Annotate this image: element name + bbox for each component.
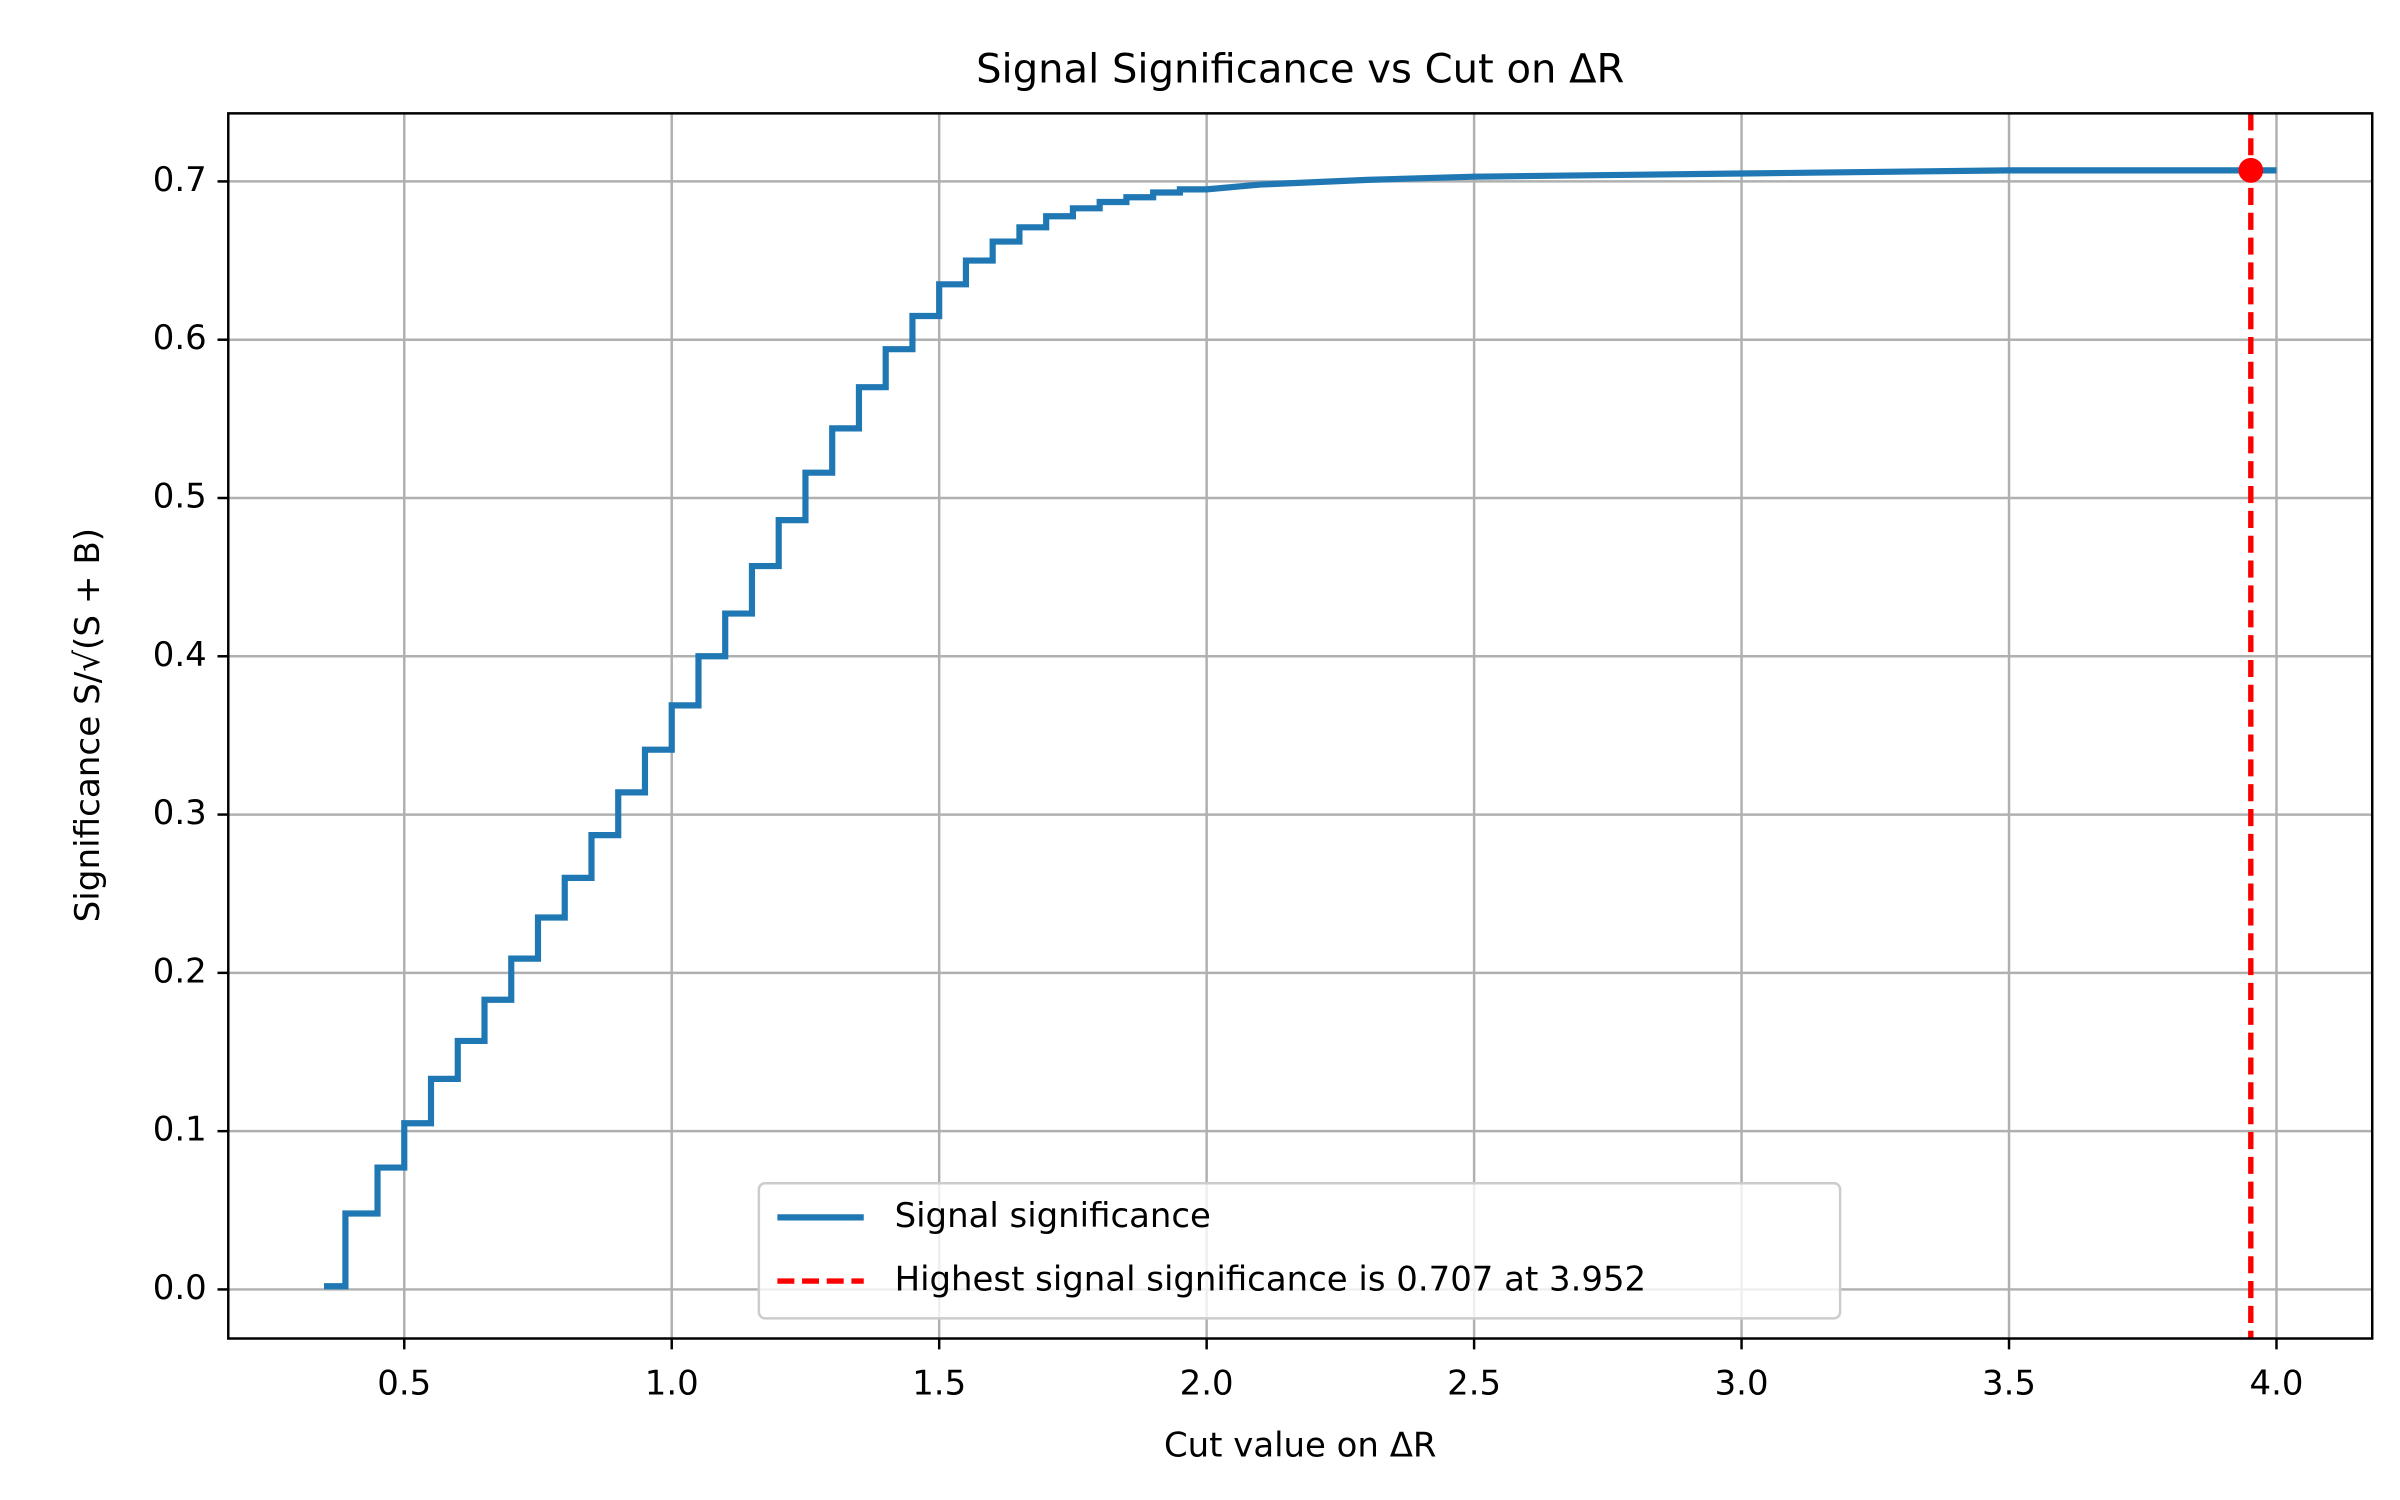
x-tick-label: 1.0 [645, 1364, 699, 1404]
legend-label: Signal significance [895, 1196, 1211, 1236]
y-tick-label: 0.3 [153, 793, 207, 833]
y-tick-label: 0.6 [153, 318, 207, 358]
x-tick-label: 2.5 [1447, 1364, 1501, 1404]
chart-title: Signal Significance vs Cut on ΔR [976, 46, 1624, 92]
y-tick-label: 0.2 [153, 951, 207, 991]
plot-frame [227, 112, 2374, 1340]
x-tick-label: 3.5 [1982, 1364, 2036, 1404]
y-tick-label: 0.5 [153, 476, 207, 516]
y-tick-label: 0.0 [153, 1268, 207, 1308]
y-tick-label: 0.1 [153, 1110, 207, 1150]
legend: Signal significance Highest signal signif… [757, 1181, 1842, 1320]
legend-box [757, 1181, 1842, 1320]
x-tick-label: 0.5 [377, 1364, 431, 1404]
x-tick-label: 3.0 [1715, 1364, 1769, 1404]
y-axis-label: Significance S/√(S + B) [68, 528, 108, 922]
y-tick-label: 0.7 [153, 160, 207, 200]
x-tick-label: 4.0 [2250, 1364, 2304, 1404]
best-point [2238, 157, 2264, 183]
legend-label: Highest signal significance is 0.707 at … [895, 1259, 1647, 1299]
data-line [324, 167, 2277, 1290]
x-tick-label: 2.0 [1180, 1364, 1234, 1404]
x-axis-label: Cut value on ΔR [1164, 1426, 1436, 1466]
y-tick-label: 0.4 [153, 635, 207, 675]
x-tick-label: 1.5 [912, 1364, 966, 1404]
